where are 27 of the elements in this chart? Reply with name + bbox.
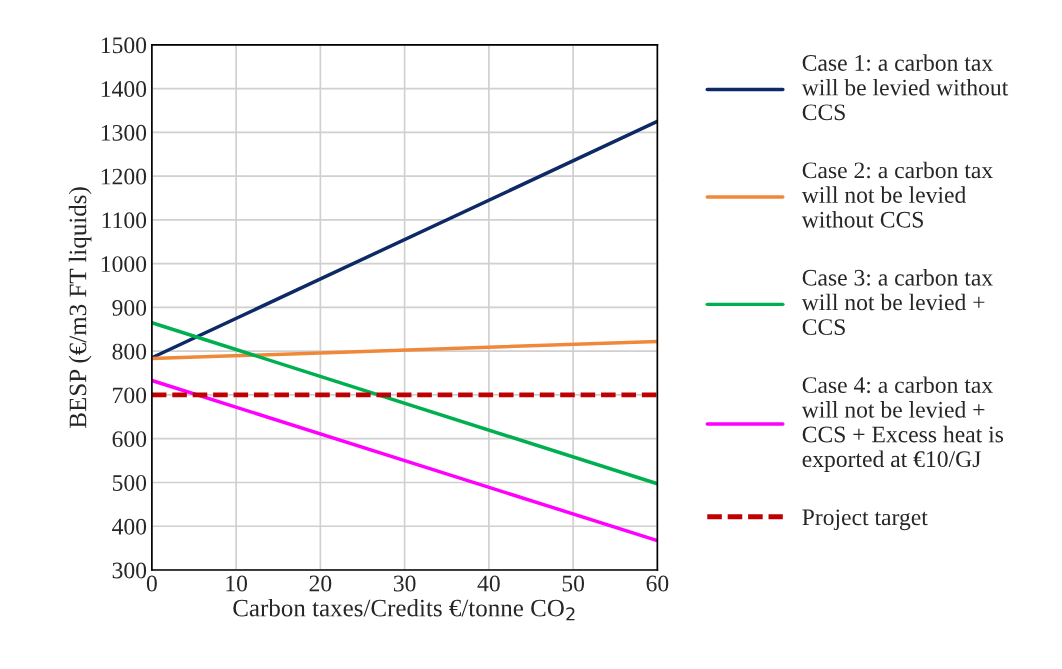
y-tick-label: 1200 (101, 168, 147, 185)
y-tick-label: 900 (112, 299, 147, 316)
x-tick-label: 40 (477, 575, 500, 592)
x-tick-label: 30 (393, 575, 416, 592)
y-tick-label: 500 (112, 474, 147, 491)
legend-label: Case 3: a carbon tax will not be levied + CCS (801, 269, 993, 336)
y-tick-label: 1300 (101, 124, 147, 141)
y-tick-label: 700 (113, 387, 147, 404)
legend-label: Project target (802, 509, 928, 531)
y-tick-label: 300 (112, 562, 147, 579)
legend-label: Case 1: a carbon tax will be levied without CCS (801, 54, 1009, 121)
y-tick-label: 1500 (101, 37, 147, 54)
x-axis-title: Carbon taxes/Credits €/tonne CO$_{2}$ (233, 598, 575, 621)
x-tick-label: 10 (226, 575, 248, 592)
y-tick-label: 800 (112, 343, 147, 360)
y-tick-label: 600 (112, 431, 147, 448)
y-tick-label: 1400 (101, 81, 147, 98)
y-axis-title: BESP (€/m3 FT liquids) (68, 187, 92, 428)
legend-label: Case 2: a carbon tax will not be levied without CCS (801, 161, 993, 228)
x-tick-label: 0 (146, 575, 157, 592)
x-tick-label: 50 (562, 575, 585, 592)
x-tick-label: 60 (646, 575, 669, 592)
legend-label: Case 4: a carbon tax will not be levied + CCS + Excess heat is exported at €10/GJ (801, 376, 1004, 472)
x-tick-label: 20 (309, 575, 332, 592)
y-tick-label: 1100 (102, 212, 147, 229)
y-tick-label: 400 (112, 518, 147, 535)
y-tick-label: 1000 (101, 256, 147, 273)
